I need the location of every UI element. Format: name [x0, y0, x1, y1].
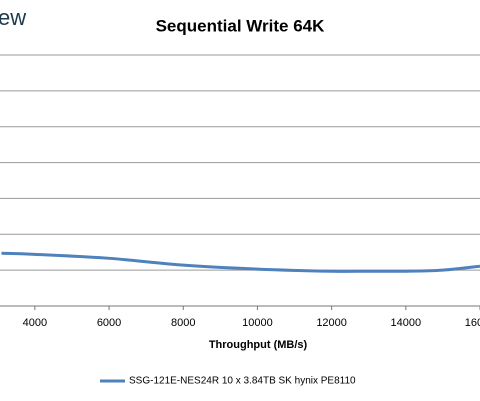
x-tick-label: 6000: [97, 317, 121, 329]
logo: ew: [0, 5, 26, 30]
legend-label: SSG-121E-NES24R 10 x 3.84TB SK hynix PE8…: [129, 376, 356, 387]
x-axis-label: Throughput (MB/s): [209, 339, 308, 351]
x-tick-label: 14000: [391, 317, 422, 329]
x-tick-label: 10000: [242, 317, 273, 329]
x-tick-label: 16000: [465, 317, 480, 329]
x-tick-label: 4000: [23, 317, 47, 329]
x-tick-label: 8000: [171, 317, 195, 329]
series-line: [1, 251, 480, 273]
x-tick-label: 12000: [316, 317, 347, 329]
chart-title: Sequential Write 64K: [156, 16, 326, 35]
